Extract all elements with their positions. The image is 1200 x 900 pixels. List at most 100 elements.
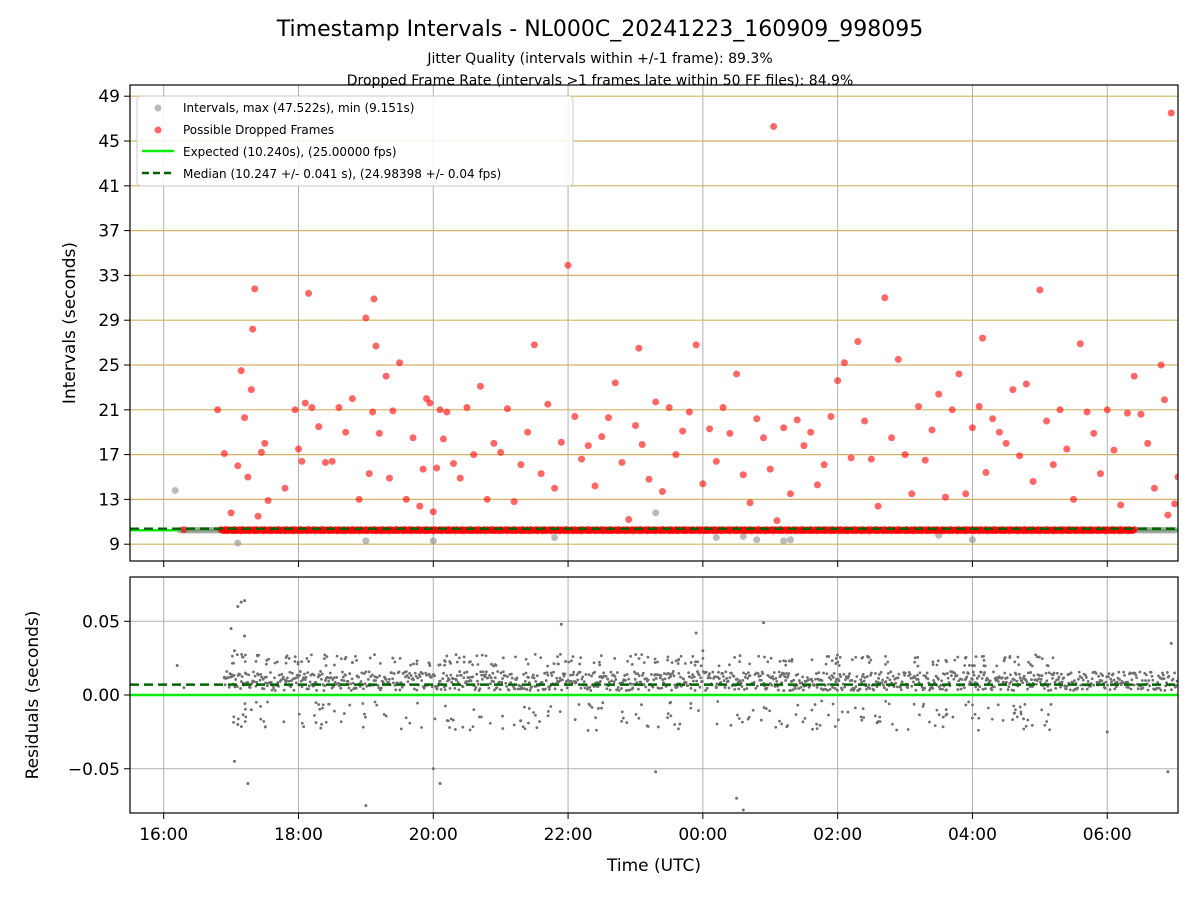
residual-point (448, 726, 451, 729)
residual-point (1030, 723, 1034, 727)
residual-point (272, 686, 276, 690)
top-ytick-label-0: 9 (109, 535, 120, 555)
residual-point (996, 679, 1000, 683)
residual-point (810, 679, 814, 683)
residual-point (339, 686, 343, 690)
residual-point (361, 725, 365, 729)
residual-point (743, 675, 747, 679)
residual-point (735, 677, 739, 681)
residual-point (239, 687, 242, 690)
residual-point (599, 654, 603, 658)
residual-point (937, 677, 940, 681)
residual-point (689, 686, 693, 690)
residual-point (725, 676, 728, 680)
residual-point (578, 670, 582, 674)
residual-point (789, 689, 792, 692)
residual-point (960, 678, 964, 682)
dropped-point (975, 402, 983, 410)
residual-point (865, 687, 868, 691)
residual-point (1001, 719, 1005, 722)
residual-point (501, 714, 504, 718)
residual-point (532, 711, 535, 714)
residual-point (315, 689, 318, 692)
residual-point (990, 717, 994, 721)
residual-point (476, 679, 479, 683)
residual-point (950, 674, 953, 678)
dropped-point (746, 499, 754, 507)
interval-point (968, 536, 976, 544)
residual-point (445, 654, 449, 658)
residual-point (801, 720, 805, 724)
residual-point (616, 671, 619, 674)
residual-point (1148, 684, 1151, 688)
residual-point (515, 676, 519, 680)
dropped-point (241, 414, 249, 422)
residual-point (1146, 688, 1150, 692)
residual-point (273, 676, 276, 680)
residual-point (939, 683, 943, 687)
residual-point (676, 662, 680, 666)
residual-point (884, 680, 888, 683)
residual-point (373, 700, 377, 704)
residual-point (1060, 672, 1063, 676)
residual-point (1021, 681, 1024, 685)
dropped-point (305, 289, 313, 297)
residual-point (549, 705, 553, 708)
residual-point (474, 686, 478, 689)
residual-point (1017, 672, 1021, 676)
residual-point (780, 681, 783, 685)
residual-point (590, 705, 594, 709)
dropped-point (257, 448, 265, 456)
residual-point (810, 658, 814, 662)
dropped-point (1016, 452, 1024, 460)
top-ytick-label-7: 37 (98, 222, 120, 242)
residual-point (458, 670, 462, 673)
residual-point (1012, 704, 1016, 708)
residual-point (935, 708, 939, 712)
residual-point (679, 654, 683, 658)
residual-point (745, 687, 749, 690)
dropped-point (1056, 406, 1064, 414)
residual-point (255, 653, 259, 657)
residual-point (1013, 711, 1016, 715)
residual-point (290, 671, 294, 675)
dropped-point (658, 488, 666, 496)
residual-point (912, 680, 915, 684)
dropped-point (881, 294, 889, 302)
residual-point (768, 709, 772, 713)
residual-outlier (350, 661, 354, 665)
residual-point (598, 663, 602, 667)
residual-point (320, 672, 324, 676)
x-axis-label: Time (UTC) (606, 856, 701, 876)
residual-point (706, 676, 710, 680)
residual-point (793, 687, 797, 690)
residual-point (916, 673, 919, 677)
residual-point (637, 674, 641, 678)
residual-point (277, 673, 281, 677)
residual-outlier (970, 664, 974, 667)
residual-point (259, 704, 262, 708)
residual-point (259, 672, 263, 676)
residual-point (698, 685, 702, 689)
residual-point (813, 683, 817, 687)
residual-point (844, 678, 847, 682)
residual-point (759, 678, 763, 682)
dropped-point (1161, 396, 1169, 404)
residual-point (637, 657, 641, 660)
top-ytick-label-5: 29 (98, 311, 120, 331)
dropped-point (840, 359, 848, 367)
dropped-point (625, 516, 633, 524)
residual-point (416, 701, 419, 705)
residual-point (1005, 676, 1009, 680)
residual-point (918, 713, 921, 717)
residual-point (1020, 679, 1024, 683)
dropped-point (433, 464, 441, 472)
residual-point (378, 674, 382, 678)
dropped-point (1164, 511, 1172, 519)
residual-point (1072, 679, 1076, 682)
residual-point (571, 655, 575, 659)
dropped-point (571, 413, 579, 421)
residual-point (306, 671, 310, 675)
residual-point (525, 688, 529, 691)
dropped-point (254, 512, 262, 520)
